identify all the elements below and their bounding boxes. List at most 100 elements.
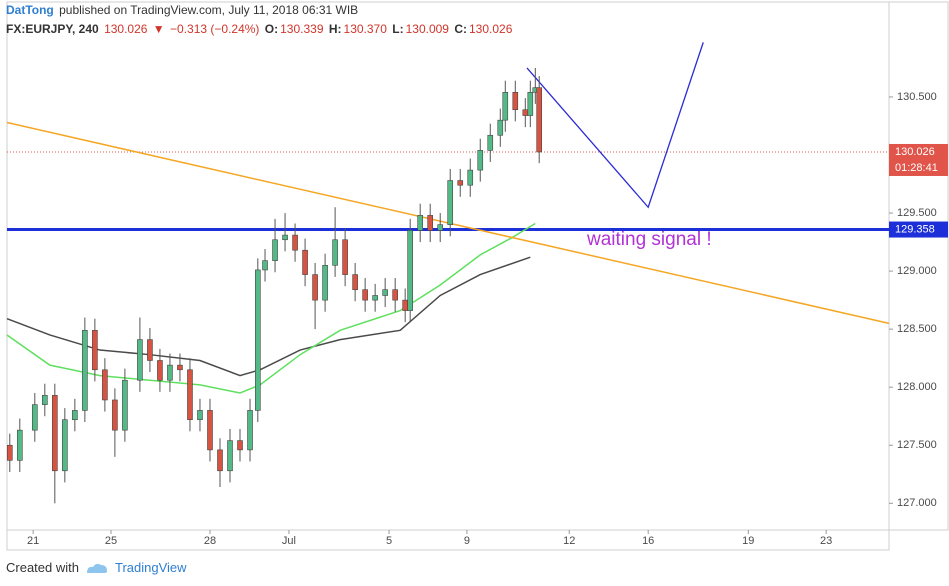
tradingview[interactable]: TradingView [114,560,187,575]
low-value: 130.009 [405,22,449,36]
candle-body [255,269,261,411]
candle-body [437,224,444,231]
candle-body [352,274,358,290]
x-tick-label: 16 [642,535,654,547]
candle-body [332,239,338,266]
arrow: ▼ [152,22,165,36]
candle-body [467,169,474,186]
header: DatTong published on TradingView.com, Ju… [6,3,360,17]
x-tick-label: 5 [386,535,392,547]
candle-body [147,339,153,361]
candle-body [457,180,464,186]
footer: Created with TradingView [6,560,187,575]
candle-body [417,215,423,231]
candle-body [62,419,68,472]
candle-body [137,339,143,381]
candle-body [527,92,534,116]
candle-body [372,295,378,301]
x-tick-label: 12 [563,535,575,547]
tv-logo [86,563,107,573]
candle-body [52,395,58,472]
candle-body [16,429,23,461]
candle-body [217,449,223,472]
candle-body [157,360,163,381]
candle-body [342,239,348,275]
candle-body [92,330,98,371]
price-axis [888,1,949,531]
candle-body [262,260,268,271]
candle-body [302,249,308,275]
candle-body [272,239,278,261]
y-tick-label: 127.000 [897,497,937,509]
candle-body [407,230,413,311]
symbol: FX:EURJPY, 240 [6,22,99,36]
candle-body [497,119,504,136]
change: −0.313 (−0.24%) [170,22,260,36]
open-value: 130.339 [280,22,324,36]
x-tick-label: 19 [742,535,754,547]
annotation: waiting signal ! [586,229,712,250]
candle-body [447,180,454,225]
candle-body [392,289,398,301]
level-label: 129.358 [895,223,935,235]
x-tick-label: 9 [464,535,470,547]
y-tick-label: 128.500 [897,323,937,335]
candle-body [82,330,88,411]
x-tick-label: 21 [27,535,39,547]
y-tick-label: 129.500 [897,207,937,219]
low-label: L: [392,22,404,36]
level-label-box [889,221,948,238]
candle-body [536,87,543,153]
candle-body [207,410,213,451]
candle-body [167,364,173,381]
candle-body [502,92,509,121]
candle-body [282,234,288,241]
candle-body [187,369,193,421]
published: published on TradingView.com, July 11, 2… [55,3,359,17]
indicator-line [526,42,704,209]
candle-body [72,410,78,421]
x-tick-label: 28 [204,535,216,547]
price-label-box [889,143,948,176]
candle-body [312,274,318,301]
x-tick-label: 23 [820,535,832,547]
candle-body [362,289,368,301]
candle-body [237,440,243,451]
candle-body [477,150,484,171]
open-label: O: [264,22,279,36]
candle-body [112,399,118,431]
high-value: 130.370 [343,22,387,36]
candle-body [322,264,328,301]
plot-frame [6,1,890,531]
y-tick-label: 127.500 [897,439,937,451]
candle-body [247,410,253,451]
symbol-bar: FX:EURJPY, 240 130.026 ▼ −0.313 (−0.24%)… [6,22,514,36]
candle-body [292,234,298,251]
candle-body [177,364,183,371]
author: DatTong [6,3,54,17]
price: 130.026 [104,22,148,36]
candle-body [402,299,408,311]
x-tick-label: 25 [105,535,117,547]
candle-body [512,92,519,111]
time-axis [6,529,890,551]
candle-body [227,440,233,472]
candle-body [487,134,494,151]
close-value: 130.026 [469,22,513,36]
candle-body [122,379,128,431]
indicator-line [6,222,536,394]
close-label: C: [454,22,467,36]
candle-body [6,444,13,461]
candle-body [197,410,203,421]
price-label: 130.026 [895,146,935,158]
high-label: H: [328,22,342,36]
x-tick-label: Jul [282,535,296,547]
candle-body [42,395,48,405]
candle-body [382,289,388,296]
candle-body [32,404,38,431]
created-with: Created with [6,560,79,575]
candle-body [102,369,108,401]
candle-body [427,215,434,231]
